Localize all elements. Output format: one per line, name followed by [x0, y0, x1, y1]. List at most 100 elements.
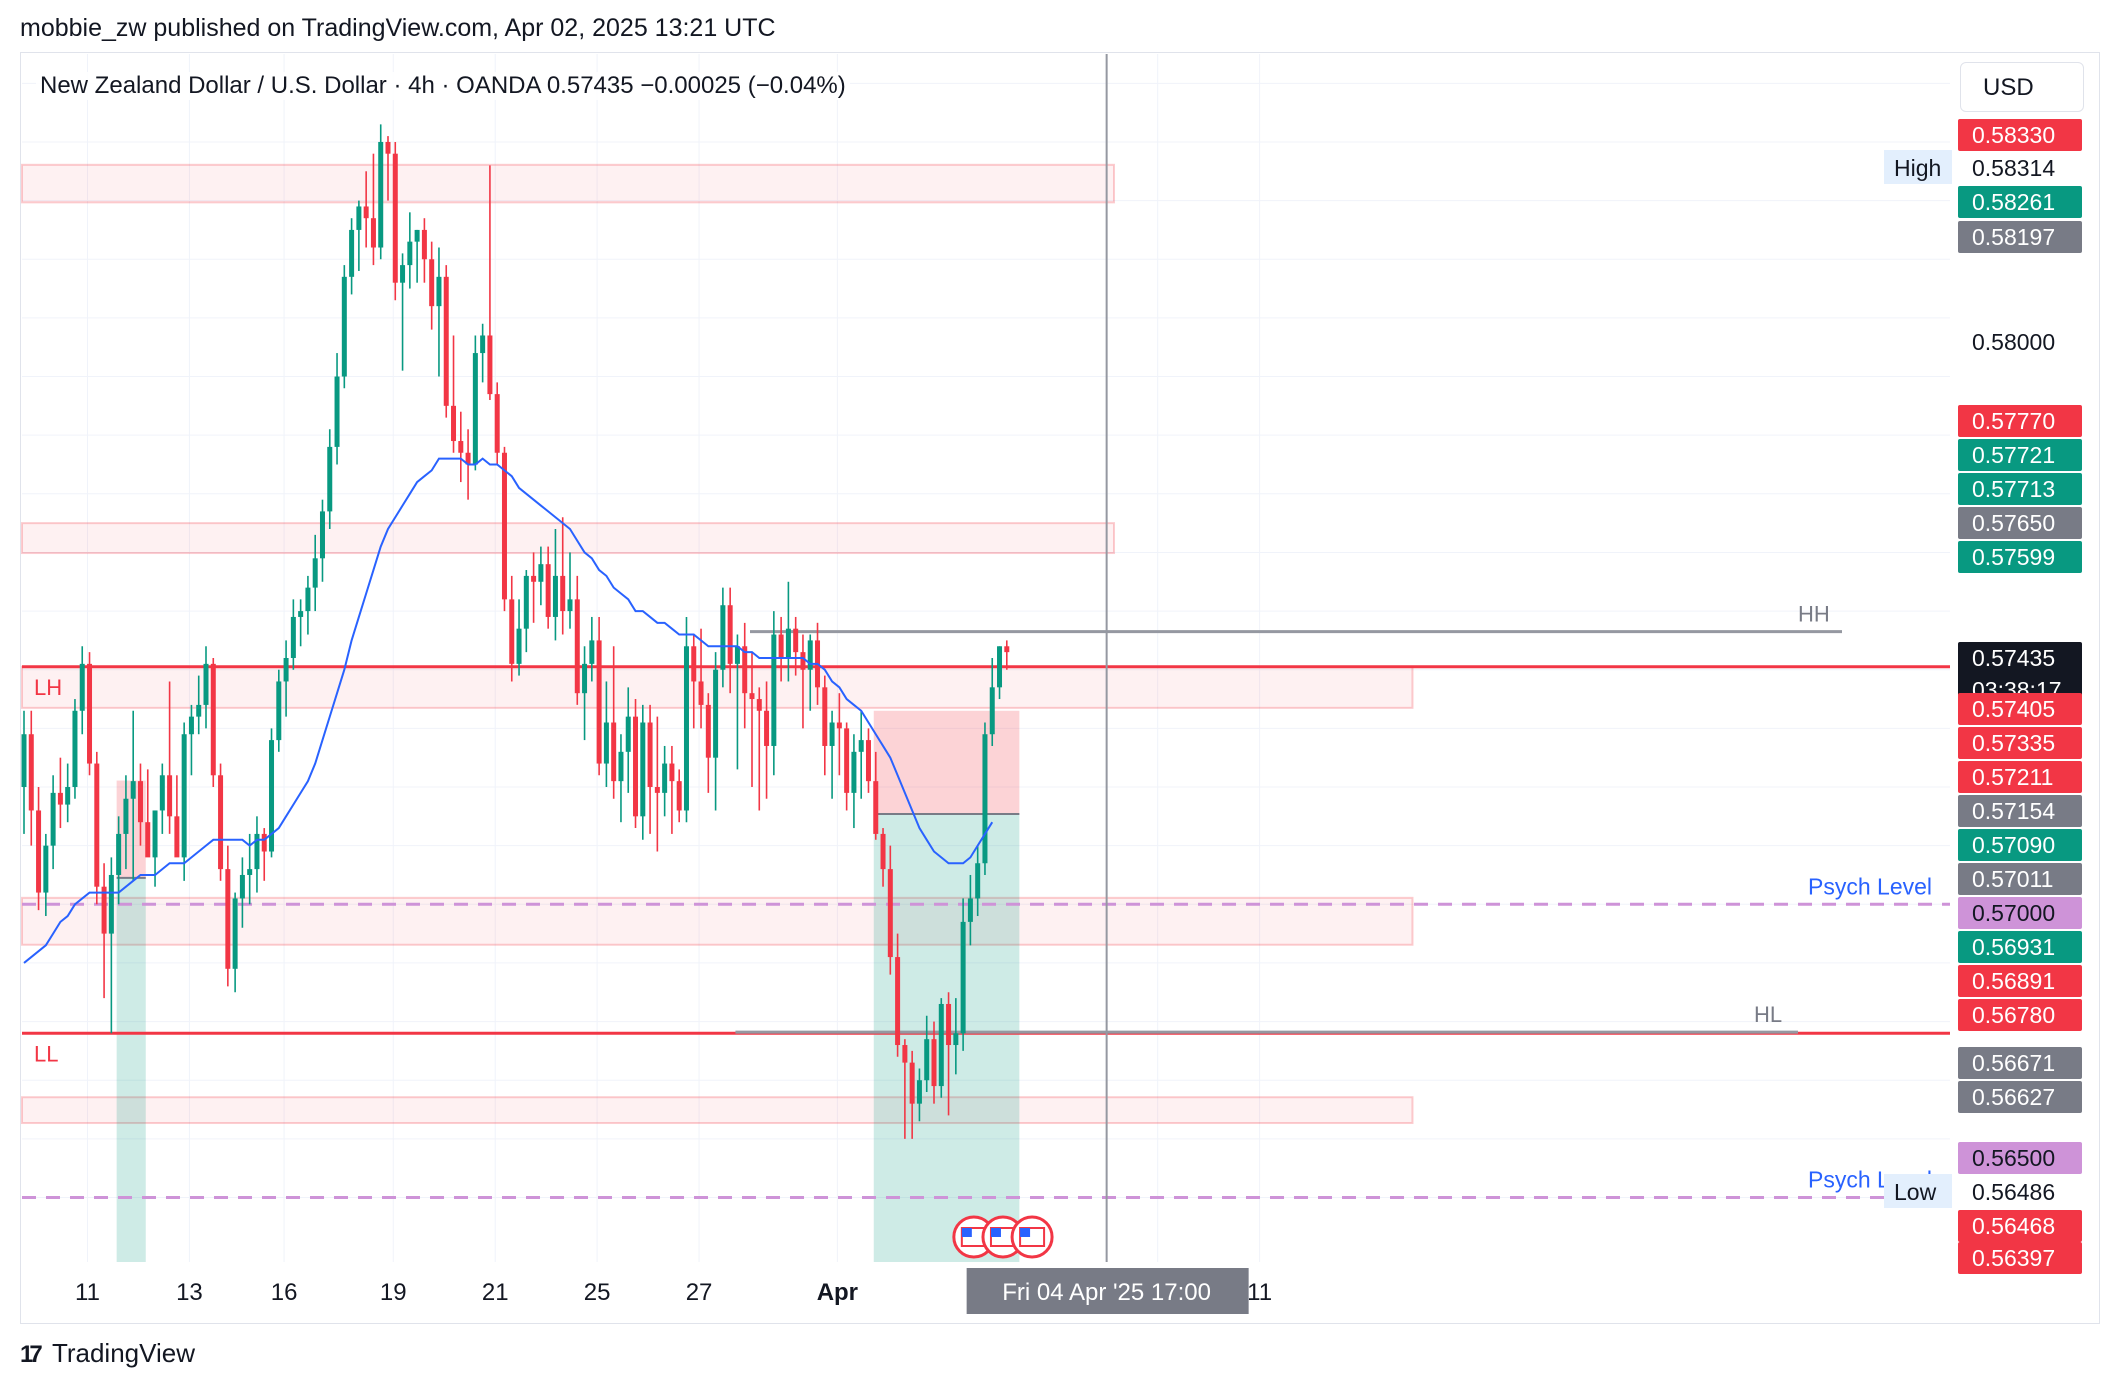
price-axis-badge — [1958, 405, 2082, 437]
tradingview-logo[interactable]: 17 TradingView — [20, 1338, 195, 1369]
candle-body — [218, 775, 224, 870]
x-axis-tick-label: 19 — [380, 1279, 407, 1306]
tradingview-logo-icon: 17 — [20, 1341, 43, 1368]
candle-body — [574, 599, 580, 694]
position-stop-zone — [873, 710, 1020, 814]
candle-body — [203, 663, 209, 705]
candle-body — [567, 599, 573, 612]
price-axis-label: 0.56627 — [1972, 1084, 2055, 1110]
price-axis-label: 0.57154 — [1972, 798, 2055, 824]
candle-body — [953, 1033, 959, 1046]
price-axis-label: 0.57090 — [1972, 832, 2055, 858]
candle-body — [137, 781, 143, 823]
candle-body — [793, 628, 799, 653]
candle-body — [924, 1039, 930, 1081]
candle-body — [902, 1045, 908, 1063]
candle-body — [785, 628, 791, 658]
price-axis-badge — [1958, 221, 2082, 253]
candle-body — [421, 229, 427, 260]
candle-body — [545, 564, 551, 617]
position-target-zone — [116, 877, 146, 1262]
x-axis-tick-label: 21 — [482, 1279, 509, 1306]
symbol-info[interactable]: New Zealand Dollar / U.S. Dollar · 4h · … — [36, 72, 850, 100]
candle-body — [501, 452, 507, 600]
extreme-price-tag-label: Low — [1894, 1179, 1937, 1205]
price-axis-label: 0.57713 — [1972, 476, 2055, 502]
candle-body — [414, 229, 420, 242]
candle-body — [487, 335, 493, 395]
price-axis-badge — [1958, 1142, 2082, 1174]
currency-selector[interactable]: USD — [1960, 62, 2084, 112]
price-axis-badge — [1958, 761, 2082, 793]
candle-body — [43, 845, 49, 893]
price-axis-label: 0.56500 — [1972, 1145, 2055, 1171]
candle-body — [771, 634, 777, 746]
candle-body — [130, 781, 136, 799]
candle-body — [822, 687, 828, 746]
candle-body — [662, 763, 668, 793]
supply-demand-zone — [21, 163, 1115, 204]
candle-body — [916, 1080, 922, 1104]
candle-body — [1004, 646, 1010, 653]
price-axis-badge — [1958, 965, 2082, 997]
candle-body — [28, 734, 34, 811]
candle-body — [341, 276, 347, 377]
price-axis-label: 0.56780 — [1972, 1002, 2055, 1028]
candle-body — [363, 206, 369, 219]
candle-body — [946, 1003, 952, 1046]
candle-body — [865, 740, 871, 782]
price-axis-label: 0.56468 — [1972, 1213, 2055, 1239]
level-label-ll: LL — [34, 1041, 58, 1066]
candle-body — [800, 652, 806, 670]
price-axis-label: 0.57000 — [1972, 900, 2055, 926]
price-axis-badge — [1958, 507, 2082, 539]
price-axis-badge — [1958, 897, 2082, 929]
x-axis-tick-label: Apr — [817, 1279, 858, 1306]
candle-body — [705, 704, 711, 758]
candle-body — [101, 886, 107, 934]
candle-body — [538, 564, 544, 582]
publish-caption: mobbie_zw published on TradingView.com, … — [20, 14, 776, 42]
level-label-hh: HH — [1798, 602, 1830, 627]
candle-body — [108, 874, 114, 934]
x-axis-tick-label: 11 — [75, 1279, 100, 1306]
us-flag-canton — [990, 1228, 1001, 1237]
x-axis-tick-label: 13 — [176, 1279, 203, 1306]
candle-body — [290, 616, 296, 658]
candle-body — [319, 511, 325, 559]
candle-body — [531, 575, 537, 582]
price-axis-label: 0.57721 — [1972, 442, 2055, 468]
crosshair-time-label: Fri 04 Apr '25 17:00 — [1002, 1279, 1211, 1306]
candle-body — [756, 699, 762, 711]
candle-body — [647, 722, 653, 788]
price-axis-badge — [1958, 473, 2082, 505]
price-axis-label: 0.57599 — [1972, 544, 2055, 570]
price-axis-label: 0.57211 — [1972, 764, 2053, 790]
candle-body — [400, 265, 406, 283]
price-axis-label: 0.56397 — [1972, 1245, 2055, 1271]
candle-body — [851, 751, 857, 793]
candle-body — [552, 575, 558, 617]
ema-line — [23, 457, 994, 964]
price-axis-label: 0.56671 — [1972, 1050, 2055, 1076]
price-axis-badge — [1958, 1081, 2082, 1113]
level-label-lh: LH — [34, 675, 62, 700]
candle-body — [239, 874, 245, 899]
us-flag-canton — [961, 1228, 972, 1237]
candle-body — [691, 646, 697, 682]
candle-body — [640, 722, 646, 817]
candle-body — [669, 763, 675, 782]
candle-body — [152, 810, 158, 858]
candle-body — [989, 687, 995, 735]
candle-body — [625, 716, 631, 752]
candle-body — [50, 792, 56, 846]
candle-body — [603, 722, 609, 764]
candle-body — [778, 634, 784, 658]
candle-body — [123, 798, 129, 834]
extreme-price-tag-label: High — [1894, 155, 1941, 181]
price-axis-badge — [1958, 1210, 2082, 1242]
price-axis-label: 0.58261 — [1972, 189, 2055, 215]
candle-body — [378, 141, 384, 248]
price-axis-label: 0.57405 — [1972, 696, 2055, 722]
